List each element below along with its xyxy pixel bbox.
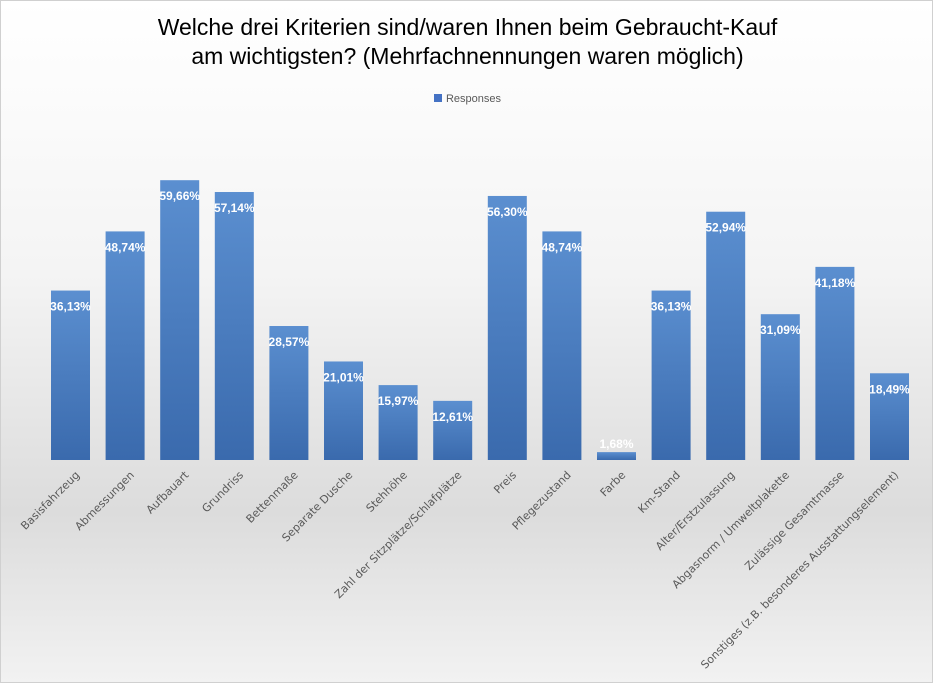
category-label-2: Aufbauart: [144, 468, 192, 516]
bar-13: [760, 314, 800, 460]
bar-0: [51, 290, 90, 460]
data-label-14: 41,18%: [815, 276, 856, 290]
data-label-1: 48,74%: [105, 240, 146, 254]
data-label-15: 18,49%: [869, 382, 910, 396]
category-label-14: Zulässige Gesamtmasse: [742, 468, 846, 572]
data-label-13: 31,09%: [760, 323, 801, 337]
bar-11: [651, 290, 691, 460]
data-label-12: 52,94%: [705, 221, 746, 235]
category-label-1: Abmessungen: [72, 469, 136, 533]
bar-14: [815, 266, 855, 460]
category-label-4: Bettenmaße: [244, 468, 301, 525]
data-label-3: 57,14%: [214, 201, 255, 215]
bar-8: [487, 195, 527, 460]
category-label-6: Stehhöhe: [364, 468, 410, 514]
title-line-1: Welche drei Kriterien sind/waren Ihnen b…: [157, 14, 778, 40]
legend: Responses: [1, 93, 933, 105]
category-label-13: Abgasnorm / Umweltplakette: [670, 468, 793, 591]
bar-5: [324, 361, 363, 460]
data-label-4: 28,57%: [269, 335, 310, 349]
bar-15: [870, 373, 909, 460]
bar-6: [378, 385, 418, 460]
bar-12: [706, 211, 746, 460]
data-label-0: 36,13%: [50, 300, 91, 314]
legend-swatch: [433, 94, 442, 102]
bar-2: [160, 180, 200, 461]
category-label-8: Preis: [491, 468, 519, 496]
data-label-10: 1,68%: [599, 437, 633, 451]
chart-title: Welche drei Kriterien sind/waren Ihnen b…: [1, 13, 933, 71]
data-label-7: 12,61%: [432, 410, 473, 424]
data-label-5: 21,01%: [323, 370, 364, 384]
data-label-9: 48,74%: [542, 240, 583, 254]
bar-10: [597, 452, 636, 460]
bar-4: [269, 326, 309, 460]
category-label-3: Grundriss: [199, 468, 246, 515]
bar-7: [433, 400, 473, 460]
legend-label: Responses: [445, 93, 502, 105]
bar-3: [214, 192, 254, 460]
data-label-6: 15,97%: [378, 394, 419, 408]
category-label-10: Farbe: [598, 468, 629, 499]
bar-1: [105, 231, 145, 460]
data-label-11: 36,13%: [651, 300, 692, 314]
data-label-2: 59,66%: [159, 189, 200, 203]
category-label-9: Pflegezustand: [510, 469, 574, 533]
category-label-15: Sonstiges (z.B. besonderes Ausstattungse…: [698, 469, 901, 672]
data-label-8: 56,30%: [487, 205, 528, 219]
title-line-2: am wichtigsten? (Mehrfachnennungen waren…: [191, 43, 744, 69]
bar-9: [542, 231, 582, 460]
category-label-11: Km-Stand: [636, 469, 683, 516]
